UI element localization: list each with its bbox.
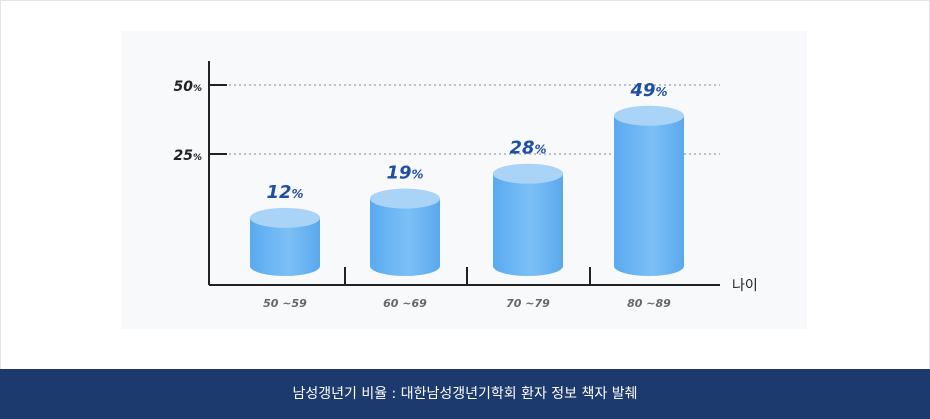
x-tick-label: 50 ~59 — [263, 297, 307, 310]
bar-body — [614, 115, 684, 276]
bar-value-label: 19% — [386, 163, 423, 184]
bar-top — [250, 207, 320, 228]
x-tick-label: 70 ~79 — [506, 297, 550, 310]
bar-value-label: 12% — [266, 182, 303, 203]
bar-value-label: 28% — [509, 138, 546, 159]
source-caption-bar: 남성갱년기 비율 : 대한남성갱년기학회 환자 정보 책자 발췌 — [0, 369, 930, 419]
bar — [250, 207, 320, 276]
y-tick-label: 50% — [173, 79, 202, 95]
x-tick-label: 60 ~69 — [383, 297, 427, 310]
y-tick-label: 25% — [173, 148, 202, 164]
bar-top — [493, 163, 563, 184]
bar-value-label: 49% — [629, 80, 667, 101]
bar-chart: 25% 50% 나이 12% 50 ~59 19% 60 ~69 28% 70 ~79 49% 80… — [173, 61, 758, 310]
bar — [493, 163, 563, 276]
chart-frame: 25% 50% 나이 12% 50 ~59 19% 60 ~69 28% 70 ~79 49% 80… — [0, 0, 930, 369]
bar-top — [370, 188, 440, 209]
bar-body — [493, 173, 563, 276]
source-caption: 남성갱년기 비율 : 대한남성갱년기학회 환자 정보 책자 발췌 — [292, 386, 638, 402]
bar — [614, 105, 684, 276]
bar-top — [614, 105, 684, 126]
bar — [370, 188, 440, 276]
bar-body — [250, 217, 320, 276]
x-tick-label: 80 ~89 — [627, 297, 671, 310]
x-axis-title: 나이 — [732, 278, 758, 294]
bar-body — [370, 198, 440, 276]
chart-panel: 25% 50% 나이 12% 50 ~59 19% 60 ~69 28% 70 ~79 49% 80… — [122, 31, 807, 329]
